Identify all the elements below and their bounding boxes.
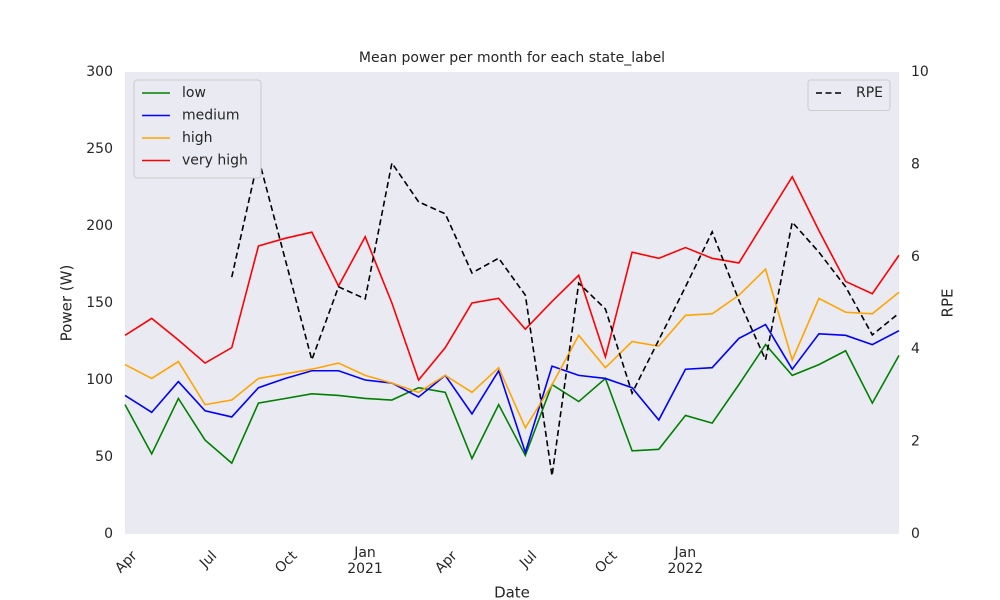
y2-tick-label: 8 <box>911 156 920 172</box>
legend-label: medium <box>182 108 240 124</box>
y2-tick-label: 0 <box>911 526 920 542</box>
legend-label: low <box>182 85 206 101</box>
chart-title: Mean power per month for each state_labe… <box>359 50 665 66</box>
y2-tick-label: 6 <box>911 249 920 265</box>
series-line <box>230 157 900 476</box>
legend-label: high <box>182 130 213 146</box>
series-line <box>124 175 900 382</box>
legend-box <box>807 79 891 111</box>
series-line <box>124 343 900 465</box>
y-axis-label: Power (W) <box>58 265 76 342</box>
legend-label: RPE <box>856 85 883 101</box>
y-tick-label: 0 <box>104 526 113 542</box>
y2-tick-label: 2 <box>911 434 920 450</box>
legend-label: very high <box>182 153 248 169</box>
y2-tick-label: 4 <box>911 341 920 357</box>
series-line <box>124 267 900 430</box>
legend-box <box>133 79 262 179</box>
y2-axis-label: RPE <box>939 289 957 318</box>
y-tick-label: 50 <box>95 449 113 465</box>
y-tick-label: 100 <box>86 372 113 388</box>
y-tick-label: 300 <box>86 64 113 80</box>
y2-tick-label: 10 <box>911 64 929 80</box>
y-tick-label: 150 <box>86 295 113 311</box>
series-line <box>124 323 900 456</box>
y-tick-label: 250 <box>86 141 113 157</box>
x-axis-label: Date <box>494 584 530 600</box>
x-tick-label: Jan 2021 <box>347 545 383 577</box>
y-tick-label: 200 <box>86 218 113 234</box>
x-tick-label: Jan 2022 <box>667 545 704 577</box>
